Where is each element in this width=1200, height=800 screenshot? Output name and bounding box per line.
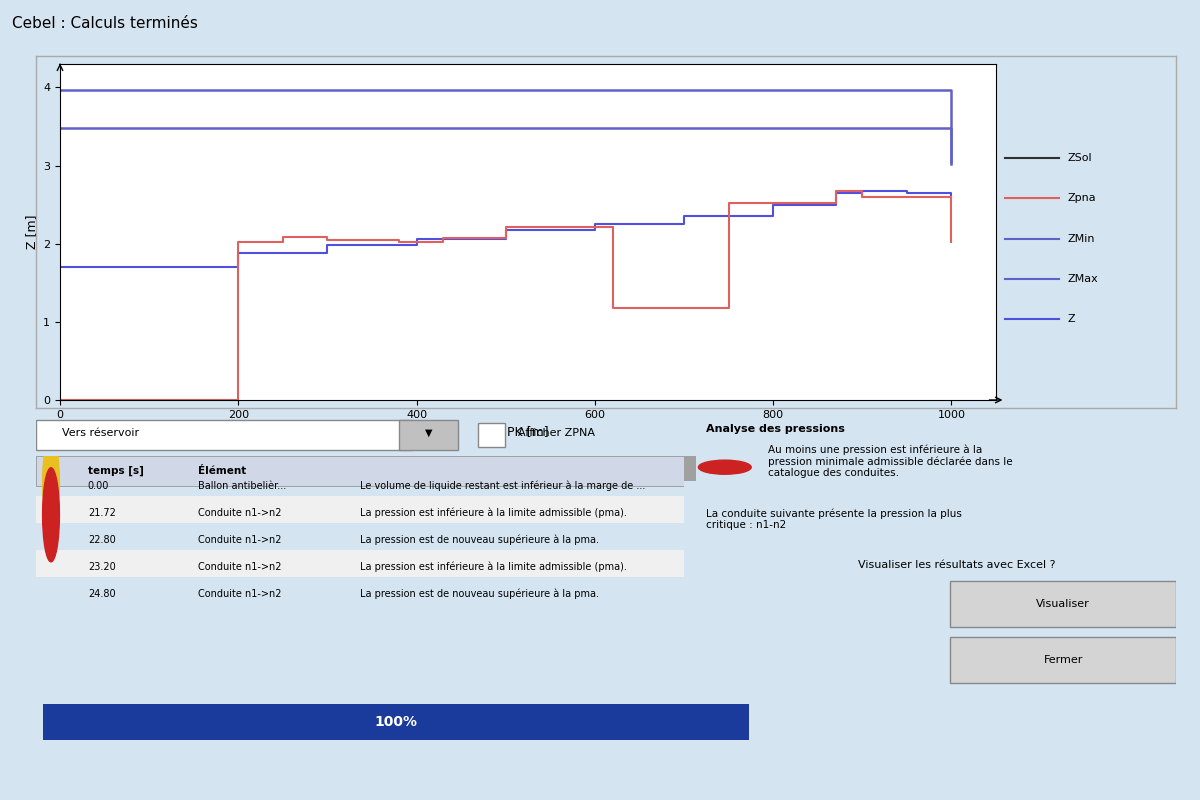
Circle shape xyxy=(698,460,751,474)
Text: Vers réservoir: Vers réservoir xyxy=(62,428,139,438)
Text: La pression est inférieure à la limite admissible (pma).: La pression est inférieure à la limite a… xyxy=(360,562,626,572)
Text: Analyse des pressions: Analyse des pressions xyxy=(706,424,845,434)
Text: ▼: ▼ xyxy=(425,428,432,438)
Text: Au moins une pression est inférieure à la
pression minimale admissible déclarée : Au moins une pression est inférieure à l… xyxy=(768,444,1013,478)
Text: 0.00: 0.00 xyxy=(88,482,109,491)
Bar xyxy=(36,550,684,577)
Text: Élément: Élément xyxy=(198,466,246,476)
FancyBboxPatch shape xyxy=(950,637,1176,683)
Text: Afficher ZPNA: Afficher ZPNA xyxy=(518,428,595,438)
Text: 22.80: 22.80 xyxy=(88,535,115,545)
Text: ZSol: ZSol xyxy=(1068,153,1093,163)
Text: La conduite suivante présente la pression la plus
critique : n1-n2: La conduite suivante présente la pressio… xyxy=(706,508,961,530)
Text: Cebel : Calculs terminés: Cebel : Calculs terminés xyxy=(12,17,198,31)
Text: 21.72: 21.72 xyxy=(88,508,115,518)
Text: La pression est inférieure à la limite admissible (pma).: La pression est inférieure à la limite a… xyxy=(360,508,626,518)
Text: 24.80: 24.80 xyxy=(88,589,115,598)
FancyBboxPatch shape xyxy=(950,581,1176,627)
Bar xyxy=(479,423,505,447)
Text: La pression est de nouveau supérieure à la pma.: La pression est de nouveau supérieure à … xyxy=(360,589,599,599)
FancyBboxPatch shape xyxy=(400,420,458,450)
FancyBboxPatch shape xyxy=(36,420,413,450)
Text: Conduite n1->n2: Conduite n1->n2 xyxy=(198,535,282,545)
Circle shape xyxy=(43,436,60,530)
Text: ZMax: ZMax xyxy=(1068,274,1099,284)
Text: Fermer: Fermer xyxy=(1044,655,1082,665)
Text: 23.20: 23.20 xyxy=(88,562,115,572)
Text: Zpna: Zpna xyxy=(1068,194,1097,203)
Text: Visualiser: Visualiser xyxy=(1037,599,1090,609)
Text: Conduite n1->n2: Conduite n1->n2 xyxy=(198,508,282,518)
Text: temps [s]: temps [s] xyxy=(88,466,144,476)
Text: Conduite n1->n2: Conduite n1->n2 xyxy=(198,589,282,598)
Text: 100%: 100% xyxy=(374,715,418,729)
Bar xyxy=(684,456,696,482)
Text: Z: Z xyxy=(1068,314,1075,324)
Y-axis label: Z [m]: Z [m] xyxy=(24,214,37,250)
Circle shape xyxy=(43,468,60,562)
Text: Visualiser les résultats avec Excel ?: Visualiser les résultats avec Excel ? xyxy=(858,560,1056,570)
Bar xyxy=(43,705,749,739)
Bar xyxy=(36,496,684,523)
Text: Le volume de liquide restant est inférieur à la marge de ...: Le volume de liquide restant est inférie… xyxy=(360,481,646,491)
Text: ZMin: ZMin xyxy=(1068,234,1096,244)
Bar xyxy=(36,456,684,486)
Text: La pression est de nouveau supérieure à la pma.: La pression est de nouveau supérieure à … xyxy=(360,534,599,546)
X-axis label: PK [m]: PK [m] xyxy=(508,426,548,438)
Text: Conduite n1->n2: Conduite n1->n2 xyxy=(198,562,282,572)
Text: Ballon antibelièr...: Ballon antibelièr... xyxy=(198,482,287,491)
